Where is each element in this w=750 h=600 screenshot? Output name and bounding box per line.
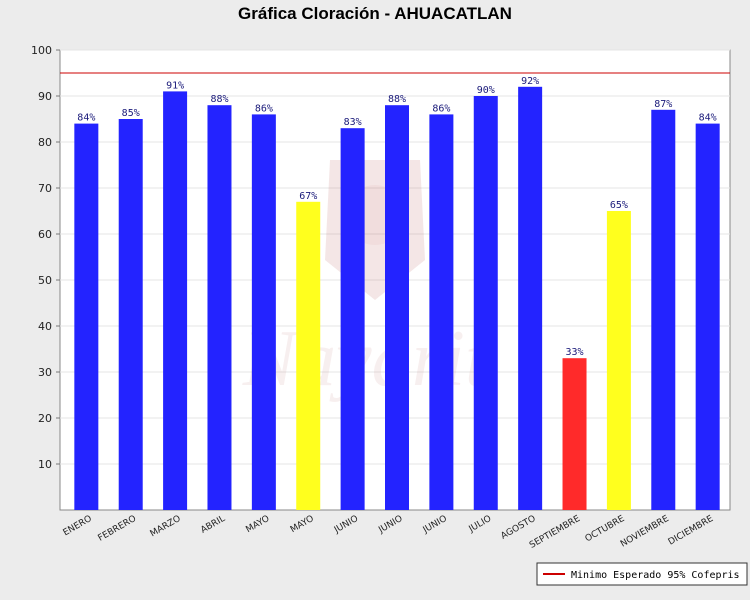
x-tick-label: JUNIO	[332, 514, 360, 536]
data-label: 83%	[344, 117, 362, 128]
x-tick-label: SEPTIEMBRE	[528, 514, 582, 551]
x-tick-label: NOVIEMBRE	[619, 514, 671, 550]
bar	[695, 123, 720, 510]
y-tick-label: 70	[38, 182, 52, 195]
bar	[296, 201, 321, 511]
x-tick-label: ABRIL	[199, 514, 227, 536]
data-label: 86%	[432, 103, 450, 114]
y-tick-label: 80	[38, 136, 52, 149]
bar	[118, 119, 143, 510]
x-tick-label: FEBRERO	[97, 514, 139, 544]
data-label: 87%	[654, 99, 672, 110]
data-label: 88%	[388, 94, 406, 105]
data-label: 91%	[166, 80, 184, 91]
data-label: 65%	[610, 200, 628, 211]
x-axis-ticks: ENERO FEBRERO MARZO ABRIL MAYO MAYO JUNIO JUNIO…	[62, 514, 716, 551]
bar	[606, 211, 631, 510]
y-tick-label: 50	[38, 274, 52, 287]
data-label: 84%	[699, 113, 717, 124]
data-label: 84%	[77, 113, 95, 124]
chart-title: Gráfica Cloración - AHUACATLAN	[238, 4, 512, 23]
data-label: 85%	[122, 108, 140, 119]
bar	[518, 86, 543, 511]
legend: Minimo Esperado 95% Cofepris	[536, 562, 748, 586]
x-tick-label: DICIEMBRE	[667, 514, 716, 548]
y-tick-label: 100	[31, 44, 52, 57]
bar	[385, 105, 409, 510]
x-tick-label: JULIO	[467, 514, 494, 535]
y-tick-label: 30	[38, 366, 52, 379]
y-tick-label: 60	[38, 228, 52, 241]
data-label: 92%	[521, 76, 539, 87]
bar	[340, 128, 365, 510]
y-tick-label: 20	[38, 412, 52, 425]
bars	[74, 86, 720, 511]
bar	[562, 358, 587, 510]
y-axis-ticks: 10 20 30 40 50 60 70 80 90 100	[31, 44, 60, 471]
y-tick-label: 10	[38, 458, 52, 471]
data-label: 33%	[565, 347, 583, 358]
x-tick-label: MAYO	[289, 514, 316, 535]
bar	[651, 109, 676, 511]
bar	[473, 96, 498, 510]
x-tick-label: AGOSTO	[499, 514, 537, 542]
legend-label: Minimo Esperado 95% Cofepris	[571, 570, 740, 581]
bar	[429, 114, 454, 511]
bar	[207, 105, 232, 510]
data-label: 90%	[477, 85, 495, 96]
y-tick-label: 90	[38, 90, 52, 103]
x-tick-label: MAYO	[244, 514, 271, 535]
legend-box	[536, 562, 748, 586]
bar	[251, 114, 276, 511]
y-tick-label: 40	[38, 320, 52, 333]
x-tick-label: JUNIO	[421, 514, 449, 536]
data-label: 88%	[210, 94, 228, 105]
x-tick-label: JUNIO	[376, 514, 404, 536]
data-labels: 84% 85% 91% 88% 86% 67% 83% 88% 86% 90% 92% 33% 65% 8…	[77, 76, 716, 358]
data-label: 67%	[299, 191, 317, 202]
bar	[74, 123, 99, 510]
bar	[163, 91, 188, 511]
x-tick-label: ENERO	[62, 514, 94, 538]
x-tick-label: MARZO	[149, 514, 183, 539]
data-label: 86%	[255, 103, 273, 114]
